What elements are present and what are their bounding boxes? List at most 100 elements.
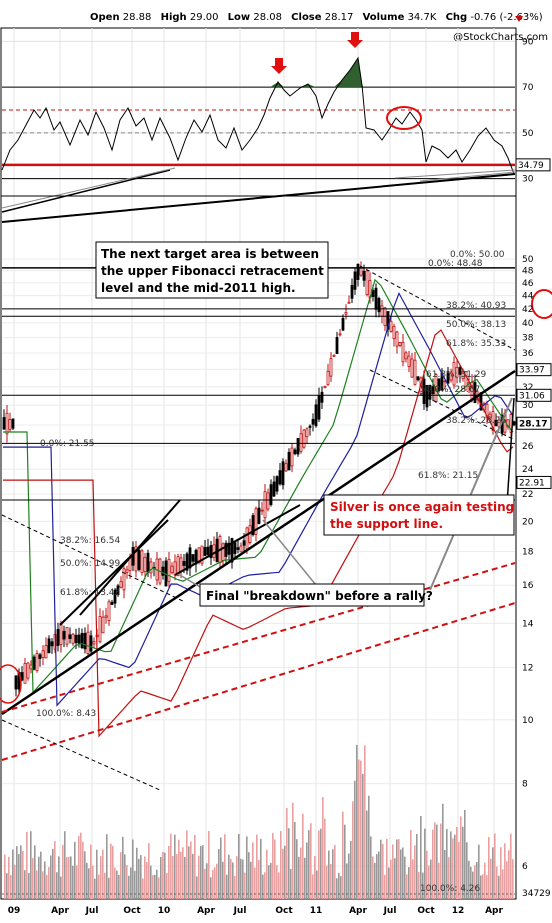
rsi-trendline — [419, 171, 516, 182]
volume-bar — [398, 839, 400, 899]
price-tick-label: 14 — [522, 619, 534, 629]
candle-body — [491, 411, 495, 431]
price-tick-label: 16 — [522, 581, 534, 591]
volume-bar — [166, 872, 168, 899]
volume-bar — [324, 818, 326, 899]
open-value: 28.88 — [123, 12, 152, 23]
volume-bar — [342, 811, 344, 899]
price-value-box — [516, 363, 552, 377]
candle-body — [191, 554, 195, 562]
candle-body — [455, 366, 459, 378]
volume-bar — [426, 850, 428, 899]
candle-body — [89, 635, 93, 652]
volume-bar — [418, 871, 420, 899]
x-tick-label: 10 — [158, 906, 171, 916]
chg-label: Chg — [446, 12, 468, 23]
candle-body — [284, 463, 288, 472]
rsi-current-value: 34.79 — [518, 161, 544, 171]
volume-bar — [428, 865, 430, 899]
candle-body — [5, 412, 9, 435]
volume-bar — [422, 872, 424, 899]
volume-bar — [8, 856, 10, 899]
volume-label: Volume — [363, 12, 405, 23]
fib-level-label: 100.0%: 8.43 — [36, 709, 96, 719]
candle-body — [374, 287, 378, 310]
volume-bar — [78, 836, 80, 899]
volume-bar — [10, 875, 12, 899]
candle-body — [413, 359, 417, 385]
breakdown-annotation: Final "breakdown" before a rally? — [199, 583, 433, 607]
candle-body — [41, 650, 45, 658]
volume-bar — [292, 802, 294, 899]
volume-bar — [452, 838, 454, 899]
dashed-trendline — [1, 514, 186, 603]
open-label: Open — [90, 12, 120, 23]
volume-bar — [392, 844, 394, 899]
volume-bar — [464, 809, 466, 899]
volume-bar — [120, 852, 122, 899]
candle-body — [260, 509, 264, 512]
candle-body — [287, 451, 291, 471]
volume-bar — [404, 856, 406, 899]
volume-bar — [274, 839, 276, 899]
volume-bar — [472, 871, 474, 899]
close-label: Close — [291, 12, 322, 23]
volume-bar — [250, 861, 252, 899]
volume-bar — [304, 857, 306, 899]
volume-bar — [296, 839, 298, 899]
price-tick-label: 32 — [522, 383, 533, 393]
candle-body — [59, 622, 63, 645]
volume-bar — [158, 877, 160, 899]
volume-bar — [48, 867, 50, 899]
price-tick-label: 12 — [522, 664, 533, 674]
volume-bar — [54, 841, 56, 899]
candle-body — [65, 627, 69, 645]
target-line-2: the upper Fibonacci retracement — [101, 264, 324, 278]
volume-bar — [164, 852, 166, 899]
candle-body — [212, 544, 216, 558]
candle-body — [461, 371, 465, 380]
rsi-tick-label: 90 — [522, 37, 534, 47]
candle-body — [74, 634, 78, 644]
volume-bar — [184, 856, 186, 899]
candle-body — [401, 341, 405, 363]
candle-body — [209, 545, 213, 559]
candle-body — [20, 672, 24, 681]
price-value-box — [516, 416, 552, 430]
volume-bar — [216, 863, 218, 899]
volume-bar — [52, 848, 54, 899]
volume-bar — [512, 859, 514, 899]
price-value-label: 22.91 — [519, 478, 545, 488]
volume-bar — [312, 874, 314, 899]
candle-body — [23, 663, 27, 684]
volume-bar — [458, 842, 460, 899]
volume-bar — [286, 807, 288, 899]
volume-bar — [316, 870, 318, 899]
volume-bar — [462, 826, 464, 899]
volume-bar — [112, 845, 114, 899]
highlight-circle — [531, 289, 552, 319]
volume-bar — [284, 845, 286, 899]
volume-bar — [68, 857, 70, 899]
candle-body — [32, 656, 36, 670]
highlight-circle — [0, 664, 22, 704]
volume-bar — [486, 875, 488, 899]
volume-bar — [492, 847, 494, 899]
volume-bar — [106, 834, 108, 899]
dashed-trendline — [359, 265, 516, 351]
volume-bar — [138, 858, 140, 899]
volume-bar — [212, 869, 214, 899]
x-tick-label: Jul — [233, 906, 247, 916]
candle-body — [299, 433, 303, 452]
candle-body — [125, 569, 129, 573]
volume-bar — [200, 846, 202, 899]
volume-bar — [30, 831, 32, 899]
volume-bar — [228, 854, 230, 899]
volume-bar — [180, 851, 182, 899]
volume-bar — [134, 870, 136, 899]
high-label: High — [161, 12, 187, 23]
candle-body — [116, 585, 120, 596]
candle-body — [302, 429, 306, 448]
candle-body — [104, 615, 108, 618]
